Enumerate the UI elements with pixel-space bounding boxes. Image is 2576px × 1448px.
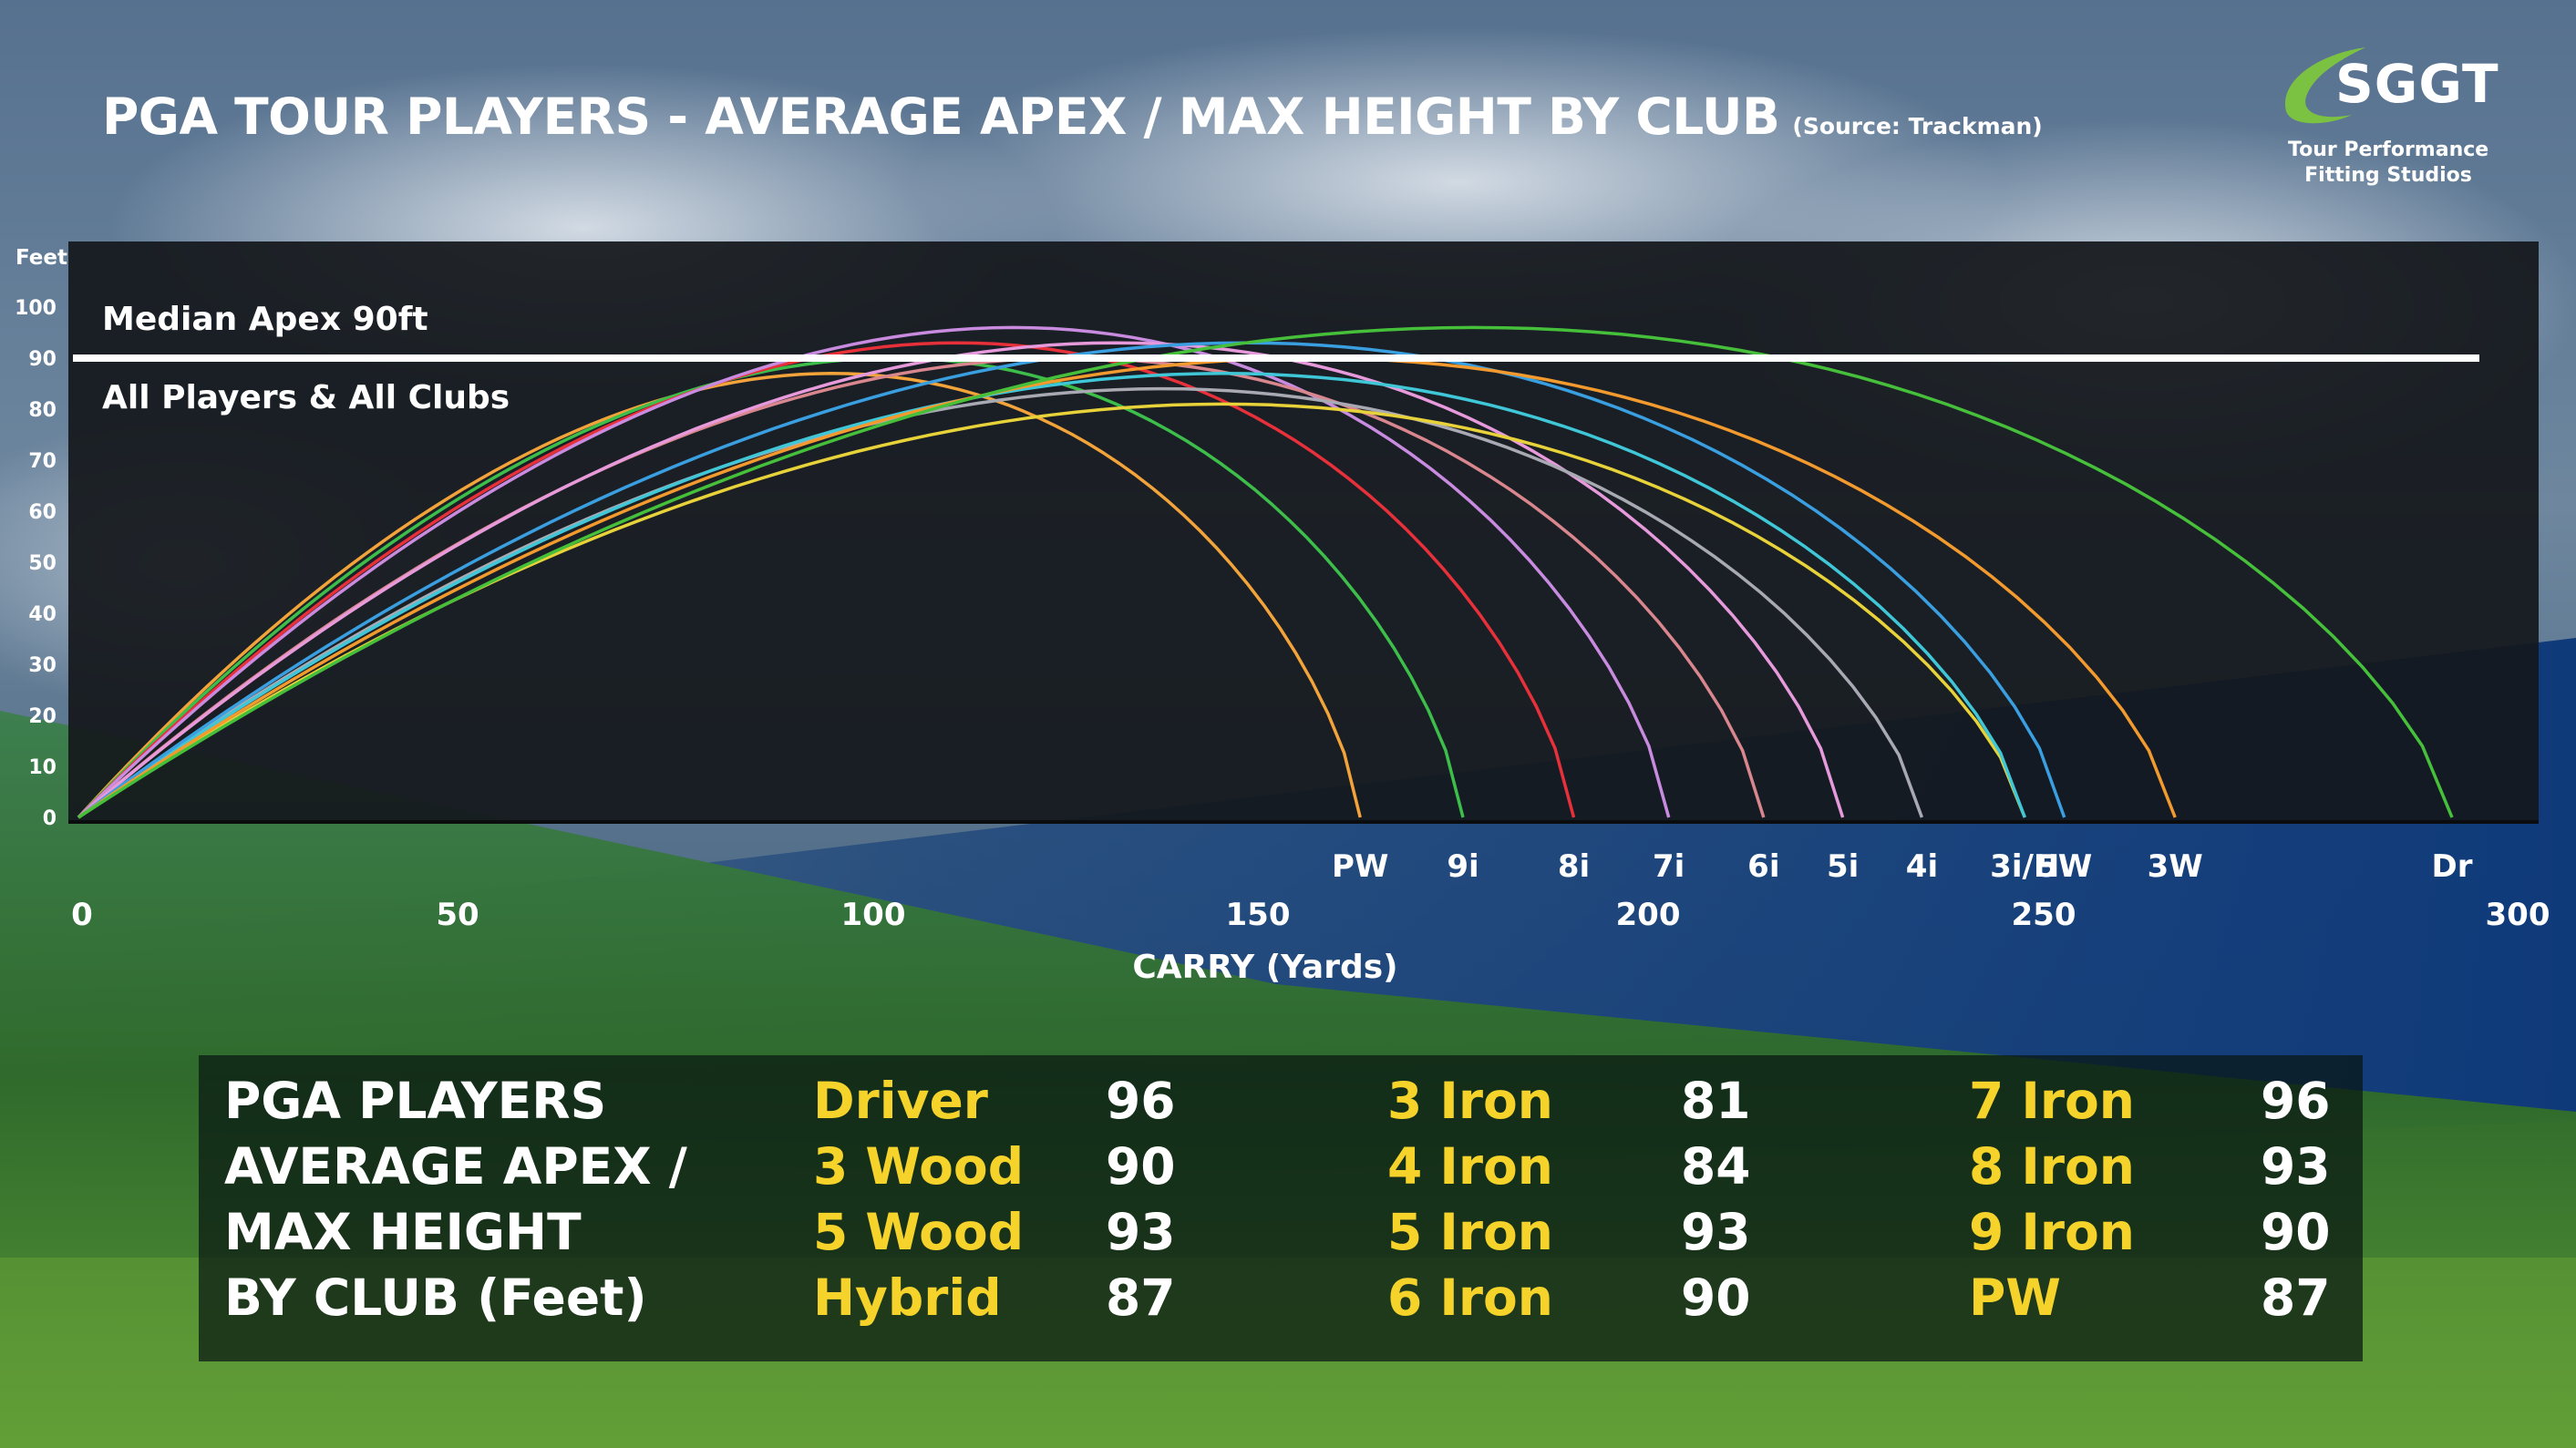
apex-table-panel: PGA PLAYERS AVERAGE APEX / MAX HEIGHT BY… <box>199 1055 2363 1361</box>
x-tick-label: 300 <box>2486 897 2550 933</box>
x-tick-label: 250 <box>2012 897 2076 933</box>
club-name: 3 Wood <box>813 1137 1025 1196</box>
reference-sublabel: All Players & All Clubs <box>102 379 510 416</box>
logo-tagline-line2: Fitting Studios <box>2304 164 2472 187</box>
x-tick-label: 100 <box>841 897 906 933</box>
x-axis-ticks: 0 50 100 150 200 250 300 <box>71 897 2550 933</box>
y-tick-label: 30 <box>28 654 57 677</box>
club-end-label: 6i <box>1747 848 1779 885</box>
table-label-line: BY CLUB (Feet) <box>224 1268 647 1327</box>
y-axis-label: Feet <box>15 246 67 270</box>
club-name: PW <box>1969 1268 2061 1327</box>
trajectory-line <box>77 356 1465 819</box>
x-tick-label: 150 <box>1226 897 1291 933</box>
page-title: PGA TOUR PLAYERS - AVERAGE APEX / MAX HE… <box>102 87 2043 146</box>
club-name: 7 Iron <box>1969 1072 2135 1130</box>
apex-value: 93 <box>1106 1203 1176 1261</box>
club-end-label: 7i <box>1653 848 1685 885</box>
club-end-label: 5W <box>2036 848 2092 885</box>
apex-value: 93 <box>2261 1137 2331 1196</box>
sggt-logo: SGGT Tour Performance Fitting Studios <box>2279 36 2499 200</box>
trajectory-line <box>77 356 2177 819</box>
x-tick-label: 0 <box>71 897 93 933</box>
trajectory-line <box>77 386 1924 819</box>
trajectory-line <box>77 372 2026 819</box>
apex-value: 87 <box>2261 1268 2331 1327</box>
x-tick-label: 50 <box>436 897 479 933</box>
y-tick-label: 50 <box>28 552 57 575</box>
source-note: (Source: Trackman) <box>1792 113 2043 139</box>
club-end-label: 3W <box>2148 848 2203 885</box>
club-end-label: 8i <box>1558 848 1590 885</box>
reference-label: Median Apex 90ft <box>102 301 428 338</box>
club-end-label: PW <box>1332 848 1388 885</box>
trajectory-line <box>77 325 1671 819</box>
trajectory-line <box>77 325 2454 819</box>
club-name: 8 Iron <box>1969 1137 2135 1196</box>
club-name: 6 Iron <box>1387 1268 1553 1327</box>
club-end-labels: PW 9i 8i 7i 6i 5i 4i 3i/H5W 3W Dr <box>1332 848 2473 885</box>
table-label-line: PGA PLAYERS <box>224 1072 607 1130</box>
club-name: Hybrid <box>813 1268 1002 1327</box>
apex-value: 90 <box>1681 1268 1751 1327</box>
y-axis-ticks: 0 10 20 30 40 50 60 70 80 90 100 <box>15 297 57 830</box>
club-name: 9 Iron <box>1969 1203 2135 1261</box>
plot-background <box>68 241 2539 822</box>
club-name: 5 Iron <box>1387 1203 1553 1261</box>
apex-value: 96 <box>2261 1072 2331 1130</box>
club-name: Driver <box>813 1072 988 1130</box>
swoosh-icon <box>2284 47 2365 124</box>
club-end-label: 9i <box>1447 848 1479 885</box>
logo-tagline-line1: Tour Performance <box>2288 139 2489 161</box>
apex-value: 84 <box>1681 1137 1751 1196</box>
x-tick-label: 200 <box>1616 897 1681 933</box>
apex-value: 90 <box>2261 1203 2331 1261</box>
y-tick-label: 100 <box>15 297 57 320</box>
club-name: 5 Wood <box>813 1203 1025 1261</box>
y-tick-label: 0 <box>43 807 57 830</box>
title-text: PGA TOUR PLAYERS - AVERAGE APEX / MAX HE… <box>102 87 1780 146</box>
y-tick-label: 10 <box>28 756 57 779</box>
table-label-line: AVERAGE APEX / <box>224 1137 687 1196</box>
club-end-label: 5i <box>1827 848 1859 885</box>
y-tick-label: 60 <box>28 501 57 524</box>
apex-value: 87 <box>1106 1268 1176 1327</box>
y-tick-label: 80 <box>28 399 57 422</box>
club-end-label: Dr <box>2432 848 2473 885</box>
y-tick-label: 70 <box>28 450 57 473</box>
apex-value: 81 <box>1681 1072 1751 1130</box>
apex-value: 90 <box>1106 1137 1176 1196</box>
y-tick-label: 20 <box>28 705 57 728</box>
club-name: 3 Iron <box>1387 1072 1553 1130</box>
club-end-label: 4i <box>1906 848 1938 885</box>
apex-value: 96 <box>1106 1072 1176 1130</box>
logo-wordmark: SGGT <box>2335 53 2499 115</box>
apex-value: 93 <box>1681 1203 1751 1261</box>
y-tick-label: 90 <box>28 348 57 371</box>
club-name: 4 Iron <box>1387 1137 1553 1196</box>
y-tick-label: 40 <box>28 603 57 626</box>
club-end-label: 3i/H <box>1990 848 2059 885</box>
x-axis-label: CARRY (Yards) <box>1132 949 1397 986</box>
trajectory-line <box>77 372 1362 819</box>
table-label-line: MAX HEIGHT <box>224 1203 582 1261</box>
